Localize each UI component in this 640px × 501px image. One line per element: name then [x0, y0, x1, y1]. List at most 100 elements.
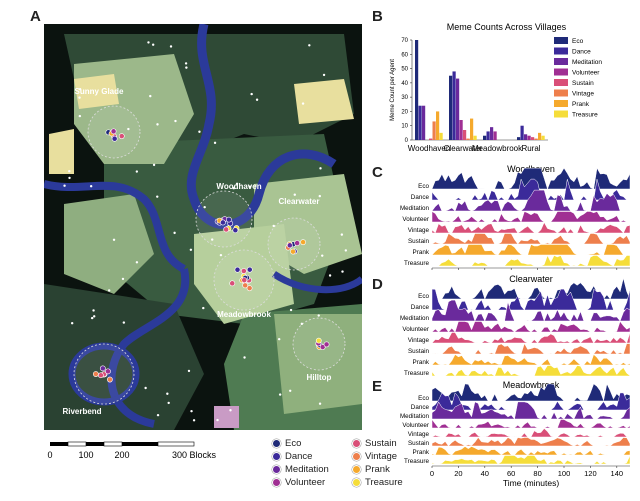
bar-prank-clearwater — [470, 118, 474, 140]
path-dot — [156, 123, 159, 126]
legend-label: Prank — [365, 464, 390, 475]
agent-dot — [105, 368, 111, 375]
ridge-series-label: Volunteer — [402, 422, 429, 429]
sand-patch-nw — [74, 74, 119, 109]
bar-prank-rural — [538, 132, 542, 140]
panel-label-e: E — [372, 378, 383, 395]
village-label-riverbend: Riverbend — [62, 407, 101, 416]
bar-meditation-woodhaven — [422, 105, 426, 140]
agent-dot — [106, 376, 113, 383]
bar-sustain-woodhaven — [429, 138, 433, 140]
ridge-x-axis-label: Time (minutes) — [503, 478, 560, 488]
path-dot — [293, 193, 296, 196]
path-dot — [89, 184, 93, 188]
agent-dot — [229, 280, 236, 287]
agent-dot — [111, 135, 118, 142]
legend-label: Vintage — [365, 451, 398, 462]
ridge-series-label: Volunteer — [402, 216, 429, 223]
legend-label: Treasure — [365, 477, 403, 488]
agent-dot — [118, 133, 125, 140]
ridge-area-treasure — [431, 455, 631, 465]
legend-label: Dance — [285, 451, 313, 462]
ridge-series-label: Dance — [411, 404, 430, 411]
path-dot — [321, 254, 324, 257]
ridge-series-label: Prank — [413, 449, 430, 456]
bar-y-tick-label: 60 — [401, 52, 408, 58]
agent-dots — [63, 41, 348, 422]
bar-prank-woodhaven — [436, 111, 440, 140]
path-dot — [122, 321, 126, 324]
bar-chart-title: Meme Counts Across Villages — [447, 22, 567, 32]
ridge-series-label: Prank — [413, 249, 430, 256]
legend-item-dance: Dance — [272, 451, 312, 462]
ridge-x-tick-label: 80 — [533, 469, 541, 478]
path-dot — [202, 306, 205, 310]
ridge-chart-woodhaven: WoodhavenEcoDanceMeditationVolunteerVint… — [386, 162, 638, 270]
path-dot — [308, 44, 311, 47]
bar-treasure-woodhaven — [439, 132, 443, 140]
path-dot — [203, 205, 206, 209]
lake-riverbend — [68, 342, 140, 406]
path-dot — [340, 233, 344, 236]
bar-category-label: Rural — [521, 144, 540, 153]
path-dot — [90, 316, 94, 320]
ridge-x-tick-label: 120 — [584, 469, 597, 478]
agent-dot — [226, 216, 232, 223]
ridge-area-eco — [431, 167, 631, 190]
meadow-west — [64, 194, 154, 294]
bar-legend-label: Meditation — [572, 59, 602, 66]
path-dot — [189, 248, 193, 252]
ridge-area-volunteer — [431, 418, 631, 429]
path-dot — [219, 253, 223, 257]
ridge-series-label: Vintage — [408, 431, 430, 438]
ridge-x-tick-label: 40 — [481, 469, 489, 478]
scale-segment — [157, 441, 195, 447]
bar-volunteer-meadowbrook — [493, 131, 497, 140]
river-south — [107, 268, 190, 428]
path-dot — [144, 386, 147, 390]
path-dot — [166, 392, 169, 395]
path-dot — [248, 185, 251, 188]
scale-tick-label: 300 Blocks — [172, 450, 217, 460]
path-dot — [70, 322, 74, 325]
ridge-area-volunteer — [431, 211, 630, 223]
path-dot — [167, 401, 170, 405]
ridge-series-label: Dance — [411, 194, 430, 201]
bar-sustain-clearwater — [463, 130, 467, 140]
scale-tick-label: 200 — [114, 450, 129, 460]
ridge-x-tick-label: 60 — [507, 469, 515, 478]
ridge-series-label: Meditation — [400, 413, 430, 420]
path-dot — [149, 94, 152, 98]
path-dot — [156, 413, 160, 417]
ridge-area-sustain — [431, 233, 631, 245]
path-dot — [288, 389, 292, 392]
path-dot — [190, 409, 193, 413]
path-dot — [135, 261, 139, 264]
agent-dot — [240, 268, 247, 274]
path-dot — [147, 41, 150, 44]
legend-item-treasure: Treasure — [352, 477, 403, 488]
ridge-chart-meadowbrook: Meadowbrook Eco Dance Meditation Volunteer Vi… — [386, 378, 638, 496]
path-dot — [243, 356, 246, 359]
agent-dot — [294, 240, 301, 246]
bar-vintage-rural — [534, 138, 538, 140]
path-dot — [301, 102, 305, 105]
path-dot — [78, 96, 81, 99]
bar-vintage-clearwater — [466, 138, 470, 140]
ridge-area-vintage — [431, 332, 631, 344]
ridge-series-label: Vintage — [408, 227, 430, 234]
path-dot — [68, 170, 71, 173]
river-west — [43, 180, 187, 273]
bar-legend-label: Sustain — [572, 80, 594, 87]
bar-legend-swatch — [554, 110, 568, 118]
agent-dot — [246, 266, 253, 273]
legend-swatch — [272, 478, 281, 487]
bar-y-tick-label: 70 — [401, 38, 408, 44]
ridge-area-meditation — [431, 189, 630, 212]
agent-dot — [290, 248, 296, 255]
ridge-x-tick-label: 0 — [430, 469, 434, 478]
river-main — [186, 22, 337, 230]
ridge-series-label: Eco — [418, 183, 429, 190]
ridge-area-vintage — [431, 221, 631, 234]
legend-label: Eco — [285, 438, 302, 449]
